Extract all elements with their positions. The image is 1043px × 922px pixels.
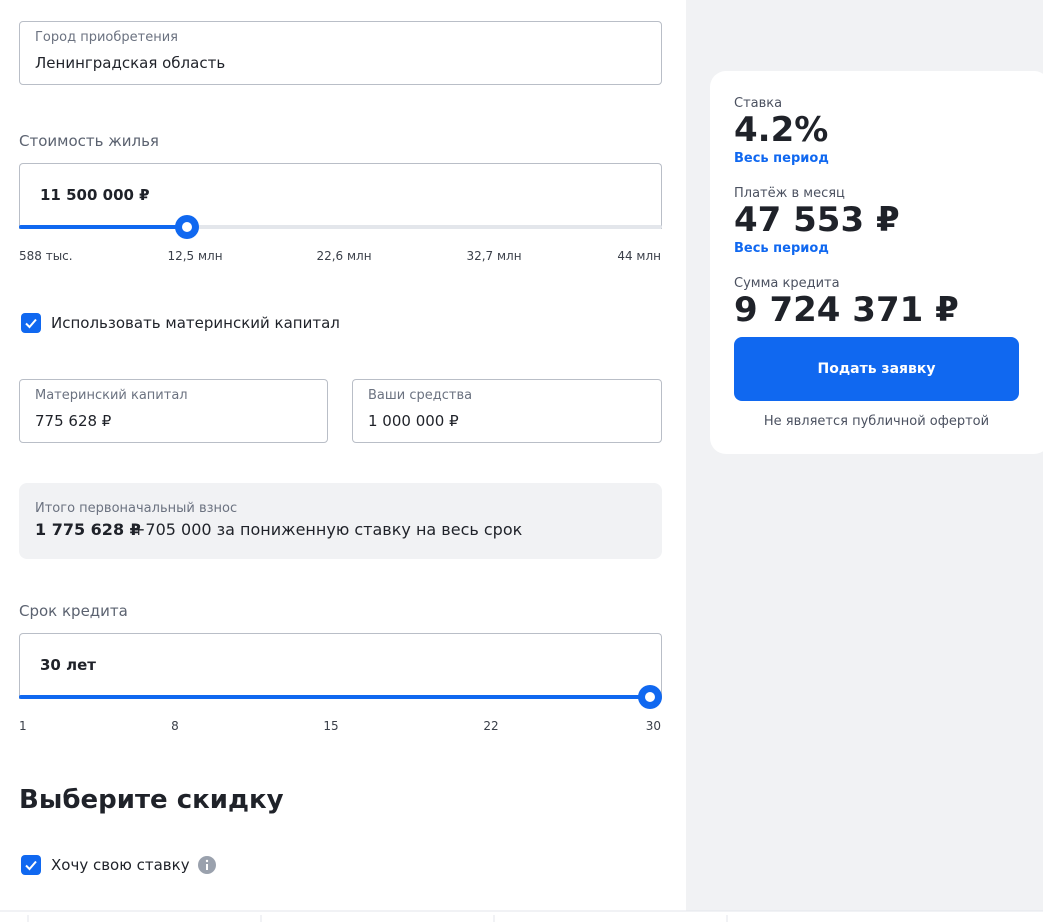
scale-label: 1 — [19, 719, 27, 733]
city-field[interactable] — [19, 21, 662, 85]
down-payment-note: +705 000 за пониженную ставку на весь ср… — [132, 520, 523, 539]
scale-label: 8 — [171, 719, 179, 733]
term-field[interactable] — [19, 633, 662, 699]
field-label: Ваши средства — [368, 388, 473, 403]
summary-period[interactable]: Весь период — [734, 241, 829, 256]
bottom-divider — [0, 910, 1043, 922]
scale-label: 30 — [645, 719, 661, 733]
field-value: 30 лет — [40, 656, 96, 674]
field-value: 775 628 ₽ — [35, 412, 112, 430]
price-field[interactable] — [19, 163, 662, 229]
field-value: 11 500 000 ₽ — [40, 186, 150, 204]
field-value: 1 000 000 ₽ — [368, 412, 459, 430]
checkbox-label: Использовать материнский капитал — [51, 314, 340, 332]
scale-label: 44 млн — [617, 249, 661, 263]
field-label: Город приобретения — [35, 30, 178, 45]
scale-label: 588 тыс. — [19, 249, 73, 263]
summary-label: Ставка — [734, 96, 783, 111]
summary-value: 4.2% — [734, 110, 829, 150]
disclaimer: Не является публичной офертой — [763, 414, 990, 429]
field-label: Итого первоначальный взнос — [35, 501, 238, 516]
down-payment-value: 1 775 628 ₽ — [35, 520, 141, 539]
checkbox[interactable] — [21, 313, 41, 333]
field-value: Ленинградская область — [35, 54, 226, 72]
check-icon — [25, 860, 37, 871]
slider-thumb[interactable] — [175, 215, 199, 239]
slider-track — [19, 225, 662, 229]
summary-label: Платёж в месяц — [734, 186, 845, 201]
own-funds-field[interactable] — [352, 379, 662, 443]
slider-fill — [19, 225, 187, 229]
heading: Выберите скидку — [19, 785, 284, 815]
scale-label: 32,7 млн — [466, 249, 522, 263]
check-icon — [25, 318, 37, 329]
slider-fill — [19, 695, 650, 699]
down-payment-box — [19, 483, 662, 559]
summary-period[interactable]: Весь период — [734, 151, 829, 166]
section-title: Срок кредита — [19, 602, 128, 620]
checkbox-label: Хочу свою ставку — [51, 856, 190, 874]
slider-thumb[interactable] — [638, 685, 662, 709]
info-icon[interactable] — [198, 856, 216, 874]
scale-label: 22 — [483, 719, 499, 733]
section-title: Стоимость жилья — [19, 132, 159, 150]
field-label: Материнский капитал — [35, 388, 188, 403]
summary-value: 9 724 371 ₽ — [734, 290, 959, 330]
scale-label: 22,6 млн — [316, 249, 372, 263]
scale-label: 12,5 млн — [167, 249, 223, 263]
scale-label: 15 — [323, 719, 339, 733]
summary-label: Сумма кредита — [734, 276, 840, 291]
checkbox[interactable] — [21, 855, 41, 875]
maternity-field[interactable] — [19, 379, 328, 443]
apply-button[interactable]: Подать заявку — [734, 337, 1019, 401]
summary-value: 47 553 ₽ — [734, 200, 900, 240]
